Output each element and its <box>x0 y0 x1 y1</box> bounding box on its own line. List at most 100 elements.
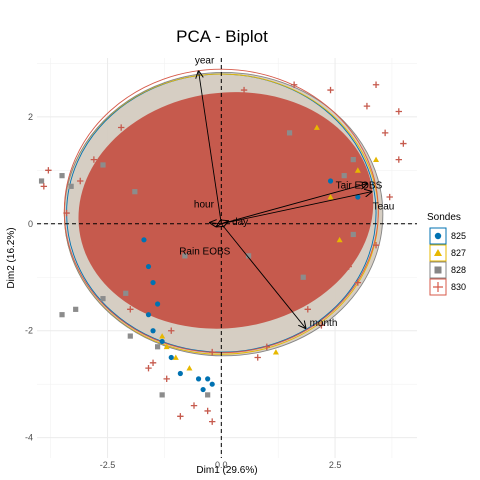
x-axis-title: Dim1 (29.6%) <box>196 465 257 476</box>
variable-label-tair-eobs: Tair EOBS <box>336 181 383 192</box>
variable-label-hour: hour <box>194 200 215 211</box>
point-830 <box>195 97 202 104</box>
point-830 <box>209 418 216 425</box>
point-830 <box>354 279 362 286</box>
point-825 <box>209 381 215 387</box>
point-828 <box>100 296 106 302</box>
variable-label-month: month <box>310 318 338 329</box>
point-830 <box>190 402 198 409</box>
point-828 <box>59 173 65 179</box>
legend-label-830: 830 <box>451 282 466 292</box>
point-825 <box>150 328 156 334</box>
point-825 <box>150 279 156 286</box>
point-825 <box>168 354 174 361</box>
point-830 <box>149 113 157 121</box>
point-830 <box>290 81 298 88</box>
point-830 <box>318 322 325 329</box>
variable-label-teau: Teau <box>373 202 395 213</box>
arrow-month <box>220 223 305 328</box>
point-827 <box>159 333 166 339</box>
point-828 <box>59 312 65 318</box>
y-axis-ticks: -4 -2 0 2 <box>25 112 33 443</box>
arrow-rain-eobs <box>217 224 222 227</box>
point-828 <box>123 290 129 296</box>
point-825 <box>195 376 202 382</box>
point-830 <box>40 183 48 190</box>
point-830 <box>395 108 402 115</box>
point-830 <box>372 81 380 88</box>
point-830 <box>209 348 216 356</box>
point-825 <box>355 194 361 200</box>
point-825 <box>141 237 147 243</box>
point-830 <box>254 354 261 361</box>
point-830 <box>381 129 389 137</box>
point-830 <box>400 140 407 147</box>
point-830 <box>177 413 184 420</box>
x-axis-ticks: -2.5 0.0 2.5 <box>100 460 342 470</box>
point-828 <box>341 173 347 179</box>
point-825 <box>200 386 206 393</box>
point-827 <box>354 167 361 173</box>
point-830 <box>168 327 175 334</box>
point-828 <box>132 189 138 195</box>
x-tick-label: 0.0 <box>215 460 228 470</box>
point-825 <box>159 338 165 345</box>
point-830 <box>395 156 402 163</box>
point-825 <box>145 312 152 318</box>
confidence-ellipses <box>63 68 384 357</box>
point-830 <box>149 359 157 367</box>
y-tick-label: -4 <box>25 433 33 443</box>
point-830 <box>145 364 152 372</box>
point-830 <box>86 241 93 249</box>
point-828 <box>73 306 79 312</box>
point-828 <box>68 183 74 189</box>
point-828 <box>300 274 306 280</box>
point-828 <box>100 162 106 168</box>
point-830 <box>204 407 211 415</box>
point-828 <box>154 344 161 350</box>
point-827 <box>313 124 320 130</box>
point-830 <box>240 86 248 94</box>
variable-arrows: year Tair EOBS Teau hour day Rain EOBS month <box>179 55 394 329</box>
x-tick-label: -2.5 <box>100 460 116 470</box>
point-830 <box>90 156 98 163</box>
legend-label-827: 827 <box>451 248 466 258</box>
legend-label-828: 828 <box>451 265 466 275</box>
variable-label-year: year <box>195 55 215 66</box>
y-tick-label: 2 <box>28 112 33 122</box>
x-tick-label: 2.5 <box>329 460 342 470</box>
legend-marker-828 <box>434 266 442 274</box>
point-827 <box>163 343 170 350</box>
y-axis-title: Dim2 (16.2%) <box>6 227 17 288</box>
point-825 <box>327 178 334 184</box>
legend-label-825: 825 <box>451 231 466 241</box>
arrow-year <box>199 71 222 224</box>
point-827 <box>373 156 380 163</box>
point-cloud-core <box>78 92 374 329</box>
point-828 <box>286 130 293 136</box>
point-828 <box>182 253 188 259</box>
y-tick-label: -2 <box>25 326 33 336</box>
y-tick-label: 0 <box>28 219 33 229</box>
point-825 <box>145 263 152 270</box>
point-827 <box>272 349 279 355</box>
point-830 <box>304 306 311 313</box>
point-825 <box>205 376 211 382</box>
chart-title: PCA - Biplot <box>176 27 268 46</box>
point-827 <box>327 194 334 200</box>
variable-label-day: day <box>232 217 248 228</box>
point-830 <box>45 167 52 174</box>
point-830 <box>345 263 352 270</box>
legend-marker-825 <box>434 232 442 240</box>
point-830 <box>386 193 393 201</box>
point-830 <box>77 177 84 185</box>
point-830 <box>327 86 334 94</box>
legend-marker-830 <box>433 282 443 292</box>
legend-marker-827 <box>434 249 442 256</box>
variable-label-rain-eobs: Rain EOBS <box>179 246 230 257</box>
point-830 <box>263 343 271 350</box>
individuals-points <box>38 81 407 425</box>
point-830 <box>363 102 371 110</box>
point-825 <box>177 370 183 377</box>
